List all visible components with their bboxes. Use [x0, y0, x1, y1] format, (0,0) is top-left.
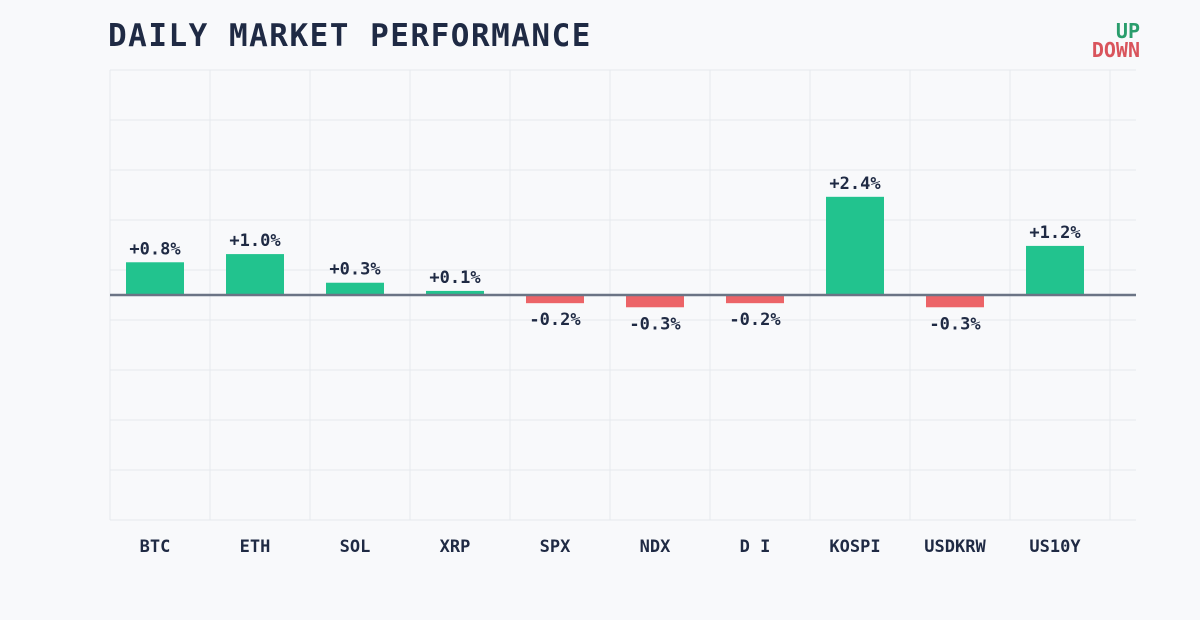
legend-up-label: UP	[1115, 19, 1140, 43]
x-tick-label: SPX	[540, 537, 571, 557]
data-label: -0.3%	[629, 314, 681, 334]
data-label: -0.3%	[929, 314, 981, 334]
bar	[1026, 245, 1084, 295]
x-tick-label: KOSPI	[829, 537, 880, 557]
data-label: +0.8%	[129, 239, 181, 259]
bar	[626, 295, 684, 308]
chart-title: DAILY MARKET PERFORMANCE	[108, 18, 592, 54]
data-label: -0.2%	[729, 310, 781, 330]
x-tick-label: XRP	[440, 537, 471, 557]
bar	[426, 290, 484, 295]
bar	[826, 196, 884, 295]
data-label: +1.2%	[1029, 223, 1081, 243]
data-label: +0.3%	[329, 260, 381, 280]
x-tick-label: D I	[740, 537, 771, 557]
data-label: +0.1%	[429, 268, 481, 288]
x-tick-label: NDX	[640, 537, 671, 557]
bar	[226, 254, 284, 295]
bar	[526, 295, 584, 304]
x-tick-label: BTC	[140, 537, 171, 557]
bar	[126, 262, 184, 295]
data-label: +2.4%	[829, 174, 881, 194]
bar	[926, 295, 984, 308]
data-label: +1.0%	[229, 231, 281, 251]
bar	[326, 282, 384, 295]
legend-down-label: DOWN	[1091, 38, 1140, 62]
x-tick-label: SOL	[340, 537, 371, 557]
bar	[726, 295, 784, 304]
x-tick-label: USDKRW	[924, 537, 986, 557]
legend: UP DOWN	[1091, 19, 1140, 62]
data-label: -0.2%	[529, 310, 581, 330]
x-tick-label: ETH	[240, 537, 271, 557]
x-tick-label: US10Y	[1029, 537, 1081, 557]
